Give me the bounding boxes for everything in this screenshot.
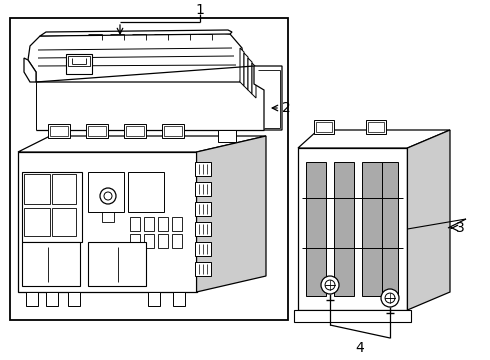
Bar xyxy=(68,292,80,306)
Bar xyxy=(218,130,236,142)
Bar xyxy=(52,174,76,204)
Polygon shape xyxy=(28,32,244,82)
Bar xyxy=(88,172,124,212)
Polygon shape xyxy=(244,53,248,90)
Polygon shape xyxy=(18,136,266,152)
Bar xyxy=(314,120,334,134)
Bar xyxy=(148,292,160,306)
Polygon shape xyxy=(252,63,256,98)
Bar xyxy=(172,217,182,231)
Text: 1: 1 xyxy=(196,3,204,17)
Bar xyxy=(195,262,211,276)
Bar xyxy=(306,162,326,296)
Bar xyxy=(126,126,144,136)
Bar xyxy=(294,310,412,322)
Bar xyxy=(22,242,80,286)
Text: 3: 3 xyxy=(456,221,465,235)
Text: 4: 4 xyxy=(356,341,365,355)
Bar xyxy=(195,242,211,256)
Circle shape xyxy=(381,289,399,307)
Bar xyxy=(88,242,146,286)
Bar xyxy=(298,148,408,310)
Bar xyxy=(195,202,211,216)
Bar xyxy=(18,152,196,292)
Circle shape xyxy=(321,276,339,294)
Bar xyxy=(316,122,332,132)
Bar xyxy=(195,162,211,176)
Polygon shape xyxy=(248,58,252,94)
Polygon shape xyxy=(298,130,450,148)
Polygon shape xyxy=(40,30,232,36)
Bar xyxy=(130,217,140,231)
Polygon shape xyxy=(196,136,266,292)
Bar xyxy=(128,172,164,212)
Bar xyxy=(144,234,154,248)
Bar xyxy=(173,292,185,306)
Bar xyxy=(26,292,38,306)
Bar xyxy=(382,162,398,296)
Polygon shape xyxy=(408,130,450,310)
Bar xyxy=(158,234,168,248)
Polygon shape xyxy=(24,58,36,82)
Bar xyxy=(162,124,184,138)
Bar xyxy=(144,217,154,231)
Circle shape xyxy=(385,293,395,303)
Bar xyxy=(46,292,58,306)
Bar xyxy=(52,208,76,236)
Bar xyxy=(86,124,108,138)
Bar xyxy=(195,222,211,236)
Bar xyxy=(366,120,386,134)
Bar xyxy=(362,162,382,296)
Bar xyxy=(130,234,140,248)
Bar xyxy=(24,208,50,236)
Bar xyxy=(10,18,288,320)
Circle shape xyxy=(325,280,335,290)
Bar xyxy=(172,234,182,248)
Circle shape xyxy=(104,192,112,200)
Bar xyxy=(195,182,211,196)
Bar xyxy=(334,162,354,296)
Bar xyxy=(164,126,182,136)
Bar xyxy=(102,210,114,222)
Polygon shape xyxy=(240,48,244,86)
Bar xyxy=(48,124,70,138)
Bar xyxy=(368,122,384,132)
Bar xyxy=(24,174,50,204)
Bar xyxy=(88,126,106,136)
Circle shape xyxy=(100,188,116,204)
Bar xyxy=(158,217,168,231)
Bar xyxy=(22,172,82,242)
Polygon shape xyxy=(254,66,282,130)
Bar xyxy=(50,126,68,136)
Bar xyxy=(66,54,92,74)
Text: 2: 2 xyxy=(282,101,291,115)
Bar xyxy=(68,56,90,66)
Bar xyxy=(124,124,146,138)
